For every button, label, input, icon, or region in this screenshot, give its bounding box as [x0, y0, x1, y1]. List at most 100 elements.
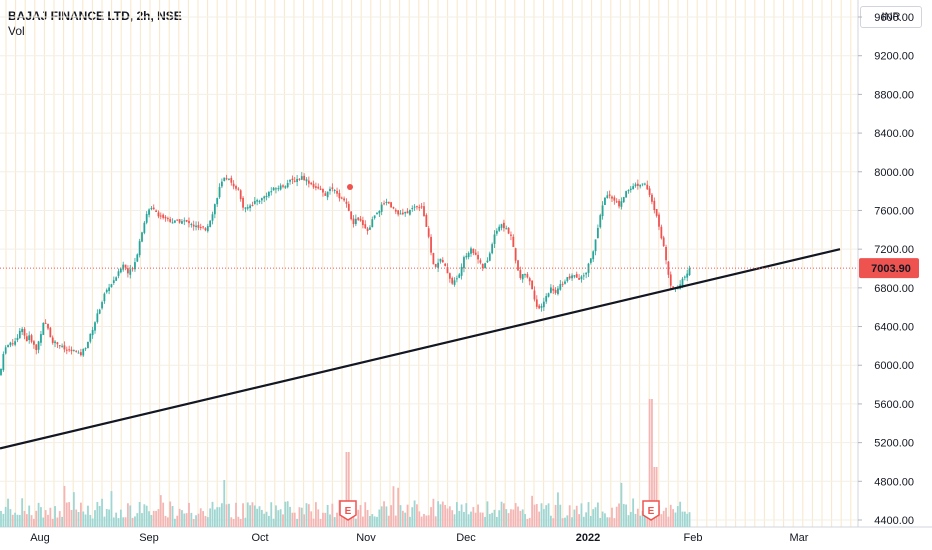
candle-body	[326, 191, 329, 198]
candle-body	[545, 296, 548, 302]
price-tick-label: 4400.00	[874, 515, 914, 527]
candle-body	[63, 345, 66, 350]
candle-body	[77, 352, 80, 354]
candle-body	[174, 220, 176, 223]
candle-body	[688, 268, 691, 276]
volume-bar	[674, 512, 677, 527]
volume-bar	[517, 506, 519, 527]
volume-bar	[324, 512, 327, 527]
candle-body	[108, 287, 110, 291]
candle-body	[211, 214, 214, 221]
volume-bar	[42, 517, 45, 527]
candle-body	[343, 198, 345, 201]
volume-bar	[87, 505, 89, 527]
volume-bar	[545, 505, 548, 527]
volume-bar	[322, 512, 324, 527]
candle-body	[16, 337, 19, 341]
volume-bar	[47, 514, 49, 527]
volume-label[interactable]: Vol	[8, 24, 25, 38]
volume-bar	[357, 509, 360, 527]
candle-body	[535, 299, 538, 307]
candle-body	[641, 183, 644, 185]
candle-body	[369, 227, 371, 230]
price-tick-label: 6800.00	[874, 283, 914, 295]
candles	[0, 172, 691, 376]
candle-body	[70, 349, 73, 352]
candle-body	[606, 195, 609, 199]
candle-body	[68, 349, 71, 351]
candle-body	[498, 226, 501, 231]
volume-bar	[275, 505, 277, 527]
candle-body	[230, 177, 233, 183]
candle-body	[122, 264, 125, 270]
candle-body	[582, 275, 585, 277]
volume-bar	[286, 501, 289, 527]
candle-body	[540, 306, 543, 308]
volume-bar	[65, 502, 68, 527]
candle-body	[383, 203, 385, 205]
candle-body	[486, 260, 489, 263]
price-tick-label: 8400.00	[874, 128, 914, 140]
volume-bar	[585, 512, 588, 527]
candle-body	[28, 335, 31, 340]
earnings-marker[interactable]: E	[339, 500, 357, 521]
earnings-marker-label: E	[648, 506, 655, 517]
candle-body	[627, 190, 630, 192]
candle-body	[387, 201, 390, 204]
candle-body	[159, 215, 162, 217]
volume-bar	[416, 504, 418, 527]
candle-body	[404, 211, 407, 214]
price-tick-label: 4800.00	[874, 476, 914, 488]
candle-body	[519, 270, 522, 278]
candle-body	[291, 178, 294, 180]
earnings-marker[interactable]: E	[642, 500, 660, 521]
volume-bar	[307, 504, 310, 527]
volume-bar	[679, 501, 682, 527]
volume-bar	[277, 510, 280, 527]
volume-bar	[465, 503, 468, 527]
candle-body	[557, 288, 559, 295]
volume-bar	[138, 502, 141, 527]
volume-bar	[604, 513, 606, 527]
candle-body	[409, 209, 411, 215]
volume-bar	[345, 452, 348, 527]
volume-bar	[117, 518, 120, 527]
volume-bar	[618, 503, 620, 527]
volume-bar	[216, 507, 219, 527]
volume-bar	[554, 504, 557, 527]
candle-body	[223, 177, 226, 182]
candle-body	[639, 184, 642, 187]
candle-body	[392, 207, 395, 209]
volume-bar	[300, 507, 303, 527]
volume-bar	[54, 506, 56, 527]
candle-body	[594, 239, 597, 252]
candle-body	[620, 201, 623, 207]
candle-body	[115, 277, 118, 281]
volume-bar	[101, 498, 103, 527]
candle-body	[256, 200, 259, 202]
candle-body	[376, 212, 378, 215]
volume-bar	[7, 498, 9, 527]
volume-bar	[30, 515, 33, 527]
volume-bar	[115, 512, 118, 527]
volume-bar	[96, 501, 99, 527]
volume-bar	[665, 507, 667, 527]
candle-body	[345, 201, 348, 204]
volume-bar	[479, 512, 482, 527]
candle-body	[209, 220, 212, 227]
candle-body	[181, 221, 183, 224]
candle-body	[331, 187, 334, 189]
last-price-badge	[859, 258, 919, 279]
volume-bar	[406, 504, 409, 527]
volume-bar	[49, 507, 52, 527]
candle-body	[660, 226, 663, 239]
volume-bar	[559, 504, 562, 527]
volume-bar	[439, 504, 442, 527]
symbol-title[interactable]: BAJAJ FINANCE LTD, 2h, NSE	[8, 9, 182, 23]
volume-bar	[538, 511, 541, 527]
candle-body	[129, 269, 132, 275]
volume-bar	[366, 509, 369, 527]
candle-body	[479, 260, 482, 263]
time-tick-label: Sep	[139, 532, 159, 544]
